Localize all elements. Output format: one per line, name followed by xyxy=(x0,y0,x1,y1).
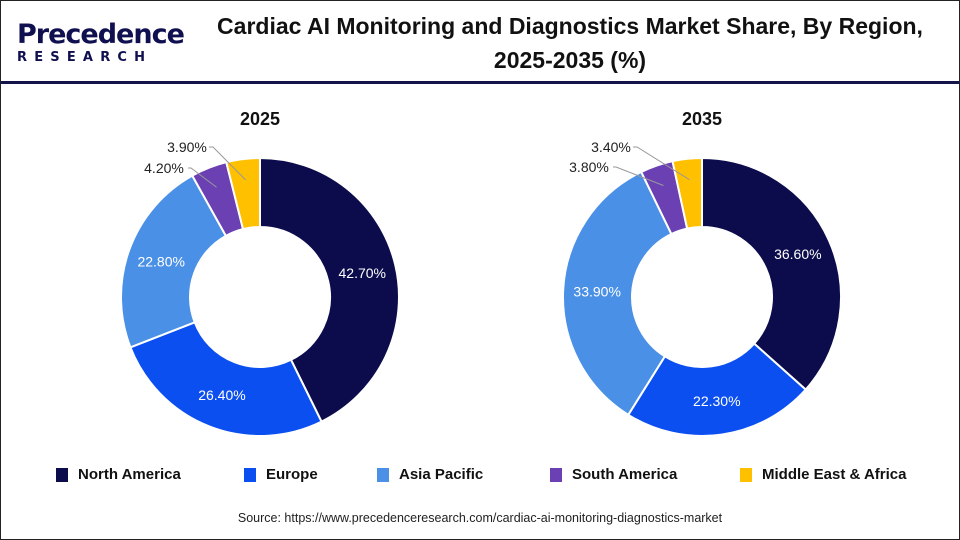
header-divider xyxy=(1,81,959,84)
leader-line xyxy=(613,166,664,186)
legend-swatch xyxy=(244,467,256,482)
donut-title: 2025 xyxy=(240,109,280,129)
donut-slice-north-america xyxy=(259,156,400,423)
legend-swatch xyxy=(550,467,562,482)
donut-slice-asia-pacific xyxy=(562,170,673,417)
data-label: 22.30% xyxy=(693,393,740,409)
legend-item-south-america: South America xyxy=(550,466,677,483)
donut-slice-north-america xyxy=(701,156,842,391)
data-label: 3.80% xyxy=(569,159,609,175)
source-note: Source: https://www.precedenceresearch.c… xyxy=(237,511,723,525)
data-label: 4.20% xyxy=(144,160,184,176)
legend-label: North America xyxy=(78,466,181,483)
donut-slice-middle-east-africa xyxy=(671,156,703,230)
data-label: 42.70% xyxy=(339,265,386,281)
donut-slice-asia-pacific xyxy=(120,174,228,349)
logo: Precedence RESEARCH xyxy=(17,19,185,66)
donut-slice-europe xyxy=(129,321,323,437)
legend-label: Europe xyxy=(266,466,318,483)
legend-label: South America xyxy=(572,466,678,483)
donut-slice-middle-east-africa xyxy=(225,156,261,231)
data-label: 3.90% xyxy=(167,139,207,155)
data-label: 3.40% xyxy=(591,139,631,155)
legend-swatch xyxy=(740,467,752,482)
logo-line2: RESEARCH xyxy=(17,50,153,65)
legend-item-middle-east-africa: Middle East & Africa xyxy=(740,466,906,483)
legend-item-europe: Europe xyxy=(244,466,318,483)
legend-label: Middle East & Africa xyxy=(762,466,907,483)
legend-item-asia-pacific: Asia Pacific xyxy=(377,466,483,483)
chart-title: Cardiac AI Monitoring and Diagnostics Ma… xyxy=(217,13,923,73)
data-label: 33.90% xyxy=(573,283,620,299)
donut-title: 2035 xyxy=(682,109,722,129)
legend-swatch xyxy=(56,467,68,482)
leader-line xyxy=(633,146,690,181)
legend-item-north-america: North America xyxy=(56,466,181,483)
leader-line xyxy=(209,146,246,181)
leader-line xyxy=(188,167,217,188)
donut-slice-europe xyxy=(626,342,808,437)
data-label: 22.80% xyxy=(137,253,184,269)
legend-label: Asia Pacific xyxy=(399,466,484,483)
logo-line1: Precedence xyxy=(17,19,185,50)
data-label: 26.40% xyxy=(198,387,245,403)
legend-swatch xyxy=(377,467,389,482)
data-label: 36.60% xyxy=(774,246,821,262)
